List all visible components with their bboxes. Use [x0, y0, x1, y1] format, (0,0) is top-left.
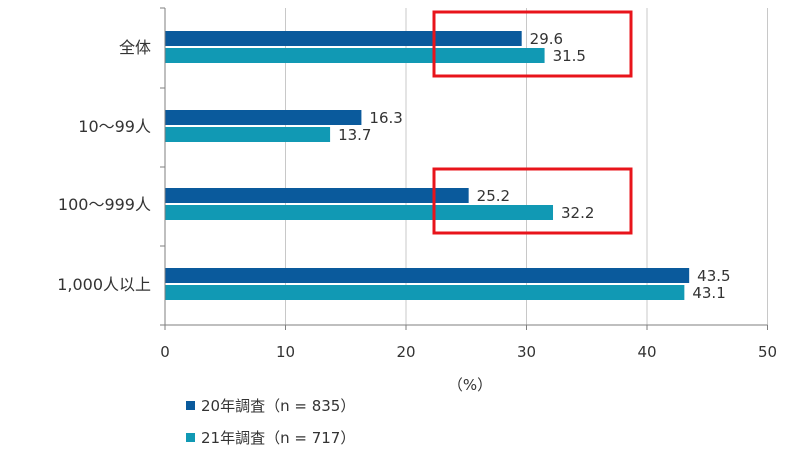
axes — [160, 7, 768, 330]
legend-item-20: 20年調査（n = 835） — [186, 395, 355, 416]
category-label-2: 100～999人 — [58, 195, 151, 214]
legend-label-21: 21年調査（n = 717） — [201, 429, 356, 447]
bar-s1-1 — [165, 127, 331, 142]
bar-s1-0 — [165, 48, 545, 63]
bar-s0-2 — [165, 188, 469, 203]
data-label-s1-3: 43.1 — [692, 284, 725, 302]
bar-s1-3 — [165, 285, 685, 300]
bar-s0-1 — [165, 110, 362, 125]
bar-s0-3 — [165, 268, 690, 283]
bar-s1-2 — [165, 205, 554, 220]
x-tick-label-0: 0 — [160, 343, 170, 361]
data-label-s0-0: 29.6 — [530, 30, 563, 48]
data-label-s1-2: 32.2 — [561, 204, 594, 222]
category-label-0: 全体 — [119, 38, 151, 57]
highlight-box-1 — [432, 167, 633, 235]
highlight-box-0 — [432, 10, 633, 78]
data-label-s1-0: 31.5 — [553, 47, 586, 65]
category-label-1: 10～99人 — [78, 117, 151, 136]
highlight-boxes — [432, 10, 633, 235]
x-tick-label-20: 20 — [396, 343, 415, 361]
legend-swatch-21 — [186, 433, 195, 442]
category-labels: 全体 10～99人 100～999人 1,000人以上 — [57, 38, 151, 294]
data-label-s1-1: 13.7 — [338, 126, 371, 144]
data-label-s0-2: 25.2 — [477, 187, 510, 205]
x-tick-labels: 0 10 20 30 40 50 — [160, 343, 777, 361]
x-tick-label-10: 10 — [276, 343, 295, 361]
x-tick-label-40: 40 — [637, 343, 656, 361]
x-axis-label: （%） — [447, 376, 493, 394]
legend-item-21: 21年調査（n = 717） — [186, 427, 355, 448]
x-tick-label-50: 50 — [758, 343, 777, 361]
x-tick-label-30: 30 — [517, 343, 536, 361]
data-labels: 29.631.5 16.313.7 25.2 32.2 43.543.1 — [338, 30, 730, 302]
data-label-s0-3: 43.5 — [697, 267, 730, 285]
data-label-s0-1: 16.3 — [369, 109, 402, 127]
bars — [165, 31, 690, 300]
legend-swatch-20 — [186, 401, 195, 410]
category-label-3: 1,000人以上 — [57, 275, 151, 294]
legend-label-20: 20年調査（n = 835） — [201, 397, 356, 415]
bar-s0-0 — [165, 31, 522, 46]
